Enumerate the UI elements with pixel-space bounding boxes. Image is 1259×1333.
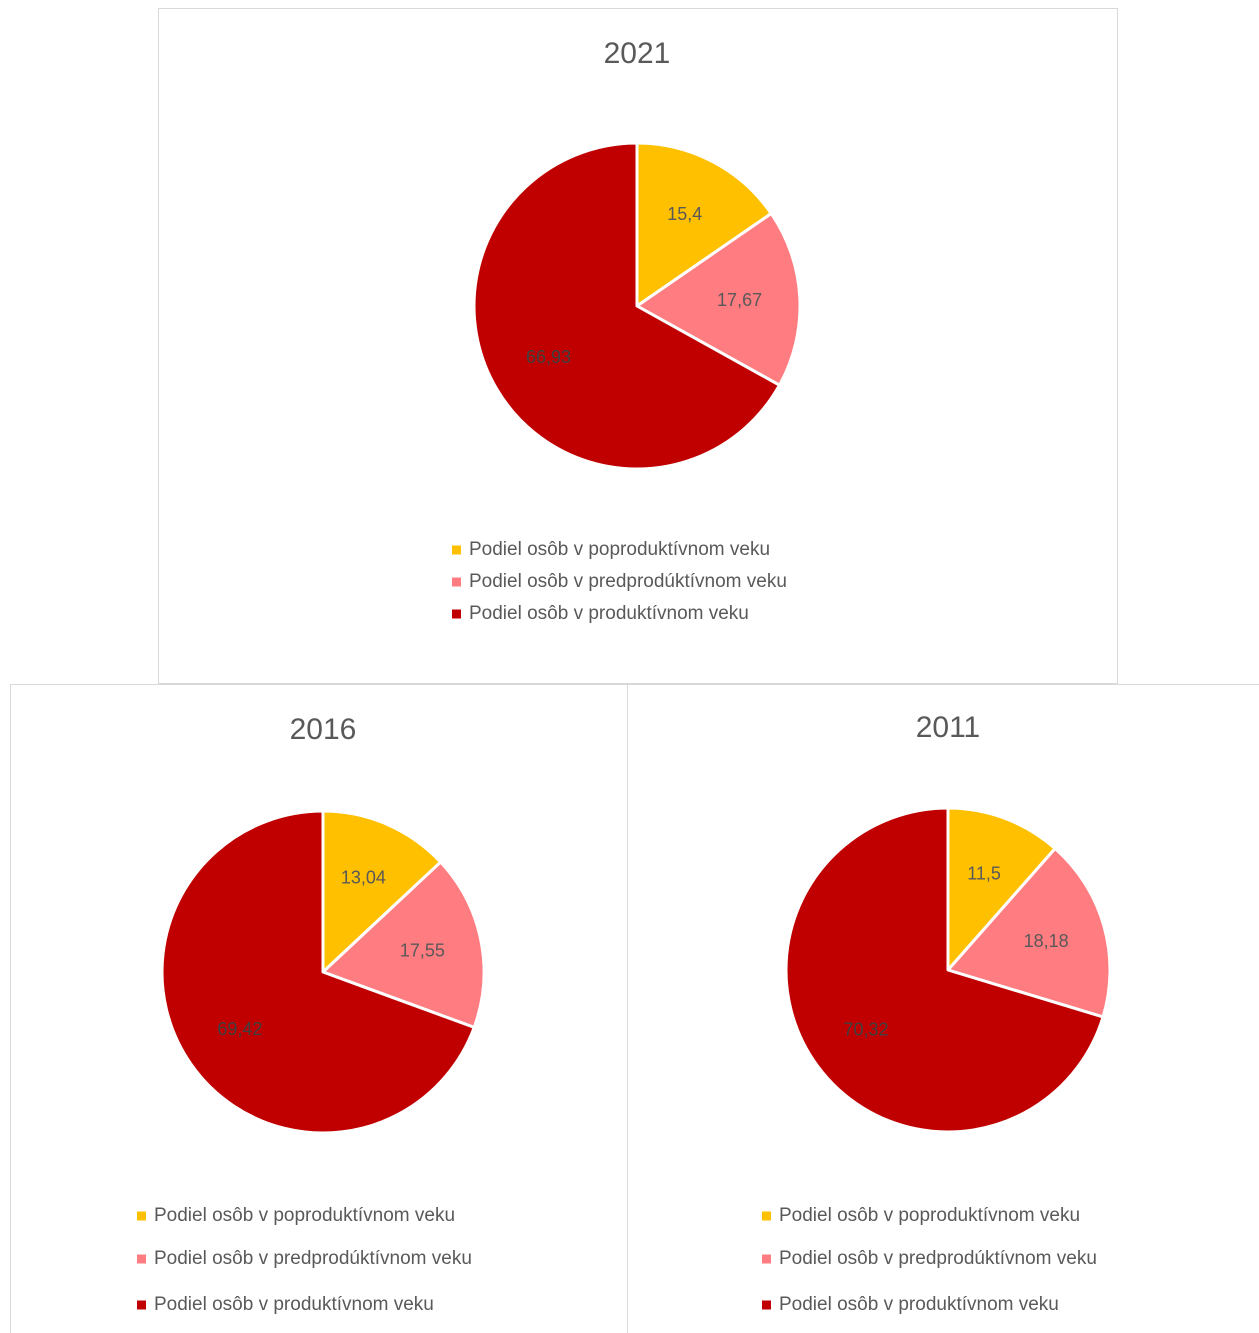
data-label: 17,55 xyxy=(400,941,445,961)
data-label: 69,42 xyxy=(217,1019,262,1039)
pie-slice xyxy=(946,846,1112,1019)
data-label: 17,67 xyxy=(717,290,762,310)
data-label: 15,4 xyxy=(667,204,702,224)
pie-slice xyxy=(472,141,781,471)
pie-slice xyxy=(635,212,802,387)
legend-label: Podiel osôb v produktívnom veku xyxy=(154,1294,434,1315)
legend-swatch xyxy=(762,1300,771,1310)
legend-label: Podiel osôb v predprodúktívnom veku xyxy=(779,1248,1097,1269)
pie-slice xyxy=(635,141,773,308)
chart-border xyxy=(158,8,1118,684)
legend-label: Podiel osôb v poproduktívnom veku xyxy=(469,539,770,560)
pie-slice xyxy=(784,806,1105,1134)
legend-swatch xyxy=(137,1254,146,1264)
pie-slice xyxy=(321,809,443,974)
legend-label: Podiel osôb v produktívnom veku xyxy=(469,603,749,624)
chart-border xyxy=(627,684,1259,1333)
legend-swatch xyxy=(762,1254,771,1264)
data-label: 18,18 xyxy=(1024,931,1069,951)
pie-slice xyxy=(160,809,476,1135)
legend-label: Podiel osôb v predprodúktívnom veku xyxy=(154,1248,472,1269)
chart-title: 2021 xyxy=(604,37,671,70)
legend-swatch xyxy=(137,1300,146,1310)
data-label: 11,5 xyxy=(967,863,1001,883)
legend-swatch xyxy=(452,609,461,619)
data-label: 70,32 xyxy=(844,1020,889,1040)
legend-swatch xyxy=(452,545,461,555)
chart-title: 2016 xyxy=(290,713,357,746)
chart-title: 2011 xyxy=(916,711,981,744)
legend-swatch xyxy=(452,577,461,587)
pie-slice xyxy=(946,806,1057,972)
legend-label: Podiel osôb v poproduktívnom veku xyxy=(154,1205,455,1226)
legend-label: Podiel osôb v predprodúktívnom veku xyxy=(469,571,787,592)
legend-label: Podiel osôb v poproduktívnom veku xyxy=(779,1205,1080,1226)
data-label: 66,93 xyxy=(526,347,571,367)
legend-label: Podiel osôb v produktívnom veku xyxy=(779,1294,1059,1315)
data-label: 13,04 xyxy=(341,868,386,888)
legend-swatch xyxy=(137,1211,146,1221)
legend-swatch xyxy=(762,1211,771,1221)
